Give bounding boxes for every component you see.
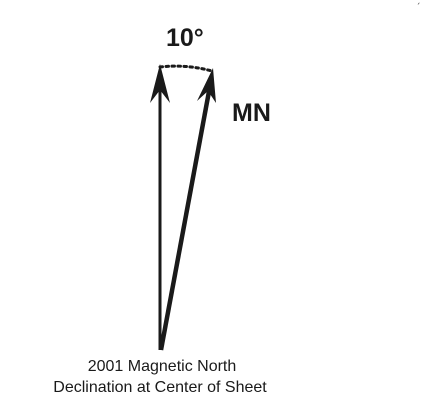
- true-north-arrowhead: [150, 64, 170, 103]
- magnetic-north-arrow: [158, 68, 216, 351]
- mn-label: MN: [232, 99, 271, 127]
- magnetic-north-arrowhead: [197, 68, 216, 103]
- corner-mark: ´: [416, 2, 421, 13]
- angle-label: 10°: [166, 24, 204, 52]
- caption-line-2: Declination at Center of Sheet: [53, 379, 267, 396]
- angle-arc: [158, 64, 214, 73]
- true-north-arrow: [150, 64, 170, 350]
- caption-line-1: 2001 Magnetic North: [88, 358, 237, 375]
